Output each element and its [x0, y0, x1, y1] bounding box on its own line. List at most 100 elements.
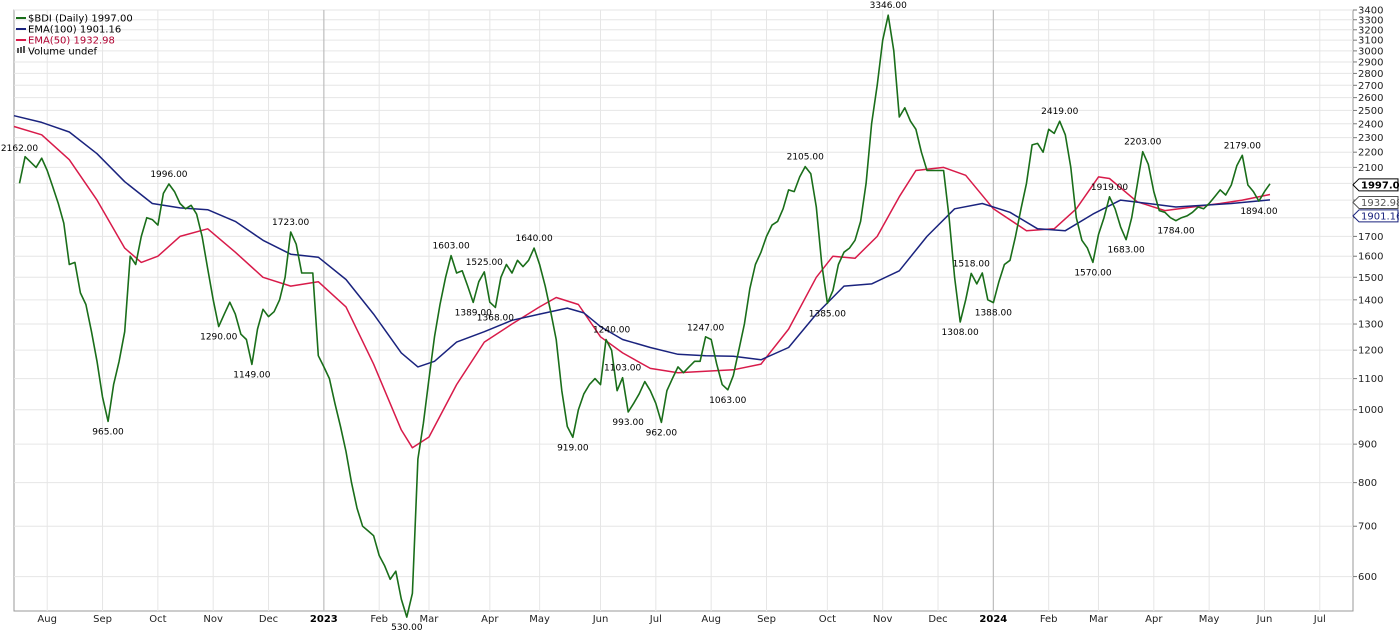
data-label: 2203.00 [1124, 138, 1161, 148]
x-tick-label: Feb [370, 614, 388, 625]
legend-entry: EMA(100) 1901.16 [28, 25, 121, 36]
data-label: 2105.00 [787, 153, 824, 163]
x-tick-label: Jul [649, 614, 662, 625]
x-tick-label: Sep [93, 614, 112, 625]
data-label: 1388.00 [975, 309, 1012, 319]
y-tick-label: 2500 [1358, 106, 1383, 117]
data-label: 1919.00 [1091, 183, 1128, 193]
legend-entry: EMA(50) 1932.98 [28, 36, 115, 47]
data-label: 1149.00 [233, 370, 270, 380]
x-tick-label: 2024 [979, 614, 1007, 625]
y-tick-label: 1700 [1358, 232, 1383, 243]
x-tick-label: Oct [149, 614, 166, 625]
x-tick-label: Nov [873, 614, 893, 625]
y-tick-label: 1500 [1358, 273, 1383, 284]
data-label: 1385.00 [809, 309, 846, 319]
data-label: 1389.00 [455, 308, 492, 318]
x-tick-label: Nov [203, 614, 223, 625]
data-label: 1103.00 [604, 364, 641, 374]
data-label: 1063.00 [709, 396, 746, 406]
data-label: 530.00 [391, 623, 423, 631]
series-line-ema50 [13, 125, 1271, 449]
data-label: 2162.00 [1, 144, 38, 154]
y-tick-label: 2900 [1358, 57, 1383, 68]
x-tick-label: Dec [259, 614, 278, 625]
data-label: 993.00 [612, 418, 644, 428]
y-tick-label: 2800 [1358, 69, 1383, 80]
x-tick-label: Aug [37, 614, 57, 625]
x-tick-label: Apr [481, 614, 499, 625]
y-tick-label: 3000 [1358, 46, 1383, 57]
y-tick-label: 1200 [1358, 346, 1383, 357]
y-tick-label: 1400 [1358, 295, 1383, 306]
y-tick-label: 3100 [1358, 36, 1383, 47]
x-tick-label: May [529, 614, 550, 625]
y-tick-label: 1300 [1358, 320, 1383, 331]
x-tick-label: May [1199, 614, 1220, 625]
data-label: 1723.00 [272, 218, 309, 228]
x-tick-label: Mar [1089, 614, 1109, 625]
x-tick-label: Oct [819, 614, 836, 625]
legend-volume-icon [17, 48, 19, 53]
last-value-tag: 1932.98 [1361, 198, 1399, 209]
legend-volume-icon [20, 47, 22, 53]
x-tick-label: Jul [1313, 614, 1326, 625]
y-tick-label: 1100 [1358, 374, 1383, 385]
legend-entry: $BDI (Daily) 1997.00 [28, 14, 133, 25]
series-layer [13, 14, 1271, 618]
data-label: 2419.00 [1041, 107, 1078, 117]
data-label: 1308.00 [942, 328, 979, 338]
y-tick-label: 600 [1358, 572, 1377, 583]
grid-layer [13, 9, 1354, 612]
last-value-tag-box [1352, 209, 1399, 223]
y-tick-label: 700 [1358, 522, 1377, 533]
annotation-layer: 2162.00 965.00 1996.00 1290.00 1149.00 1723.0… [1, 1, 1278, 633]
x-tick-label: Dec [928, 614, 947, 625]
data-label: 1247.00 [687, 324, 724, 334]
data-label: 1640.00 [515, 234, 552, 244]
y-tick-label: 2200 [1358, 148, 1383, 159]
data-label: 1290.00 [200, 333, 237, 343]
y-tick-label: 3300 [1358, 15, 1383, 26]
y-tick-label: 1600 [1358, 252, 1383, 263]
last-value-tags: 1997.00 1932.98 1901.16 [1352, 178, 1399, 223]
data-label: 1525.00 [466, 258, 503, 268]
x-tick-label: Feb [1040, 614, 1058, 625]
y-tick-label: 2300 [1358, 133, 1383, 144]
y-tick-label: 2700 [1358, 81, 1383, 92]
x-tick-label: Aug [701, 614, 721, 625]
y-tick-label: 2100 [1358, 163, 1383, 174]
data-label: 1683.00 [1108, 246, 1145, 256]
legend-entry: Volume undef [28, 47, 98, 58]
last-value-tag: 1901.16 [1361, 211, 1399, 222]
data-label: 965.00 [92, 427, 124, 437]
y-tick-label: 3400 [1358, 6, 1383, 17]
data-label: 1784.00 [1157, 227, 1194, 237]
y-tick-label: 1000 [1358, 405, 1383, 416]
series-line-bdi [18, 14, 1271, 618]
y-tick-label: 2400 [1358, 119, 1383, 130]
y-tick-label: 3200 [1358, 25, 1383, 36]
data-label: 1603.00 [433, 242, 470, 252]
x-tick-label: 2023 [310, 614, 338, 625]
series-line-ema100 [13, 114, 1271, 368]
data-label: 3346.00 [870, 1, 907, 11]
data-label: 2179.00 [1224, 141, 1261, 151]
x-tick-label: Mar [420, 614, 440, 625]
data-label: 1368.00 [477, 313, 514, 323]
last-value-tag: 1997.00 [1361, 180, 1399, 191]
x-tick-label: Jun [1256, 614, 1273, 625]
y-tick-label: 800 [1358, 478, 1377, 489]
data-label: 962.00 [646, 428, 678, 438]
data-label: 1240.00 [593, 325, 630, 335]
data-label: 1894.00 [1240, 207, 1277, 217]
x-tick-label: Apr [1145, 614, 1163, 625]
last-value-tag-box [1352, 195, 1399, 209]
y-tick-label: 2600 [1358, 93, 1383, 104]
data-label: 1518.00 [953, 259, 990, 269]
legend-volume-icon [23, 46, 25, 53]
data-label: 1570.00 [1074, 268, 1111, 278]
